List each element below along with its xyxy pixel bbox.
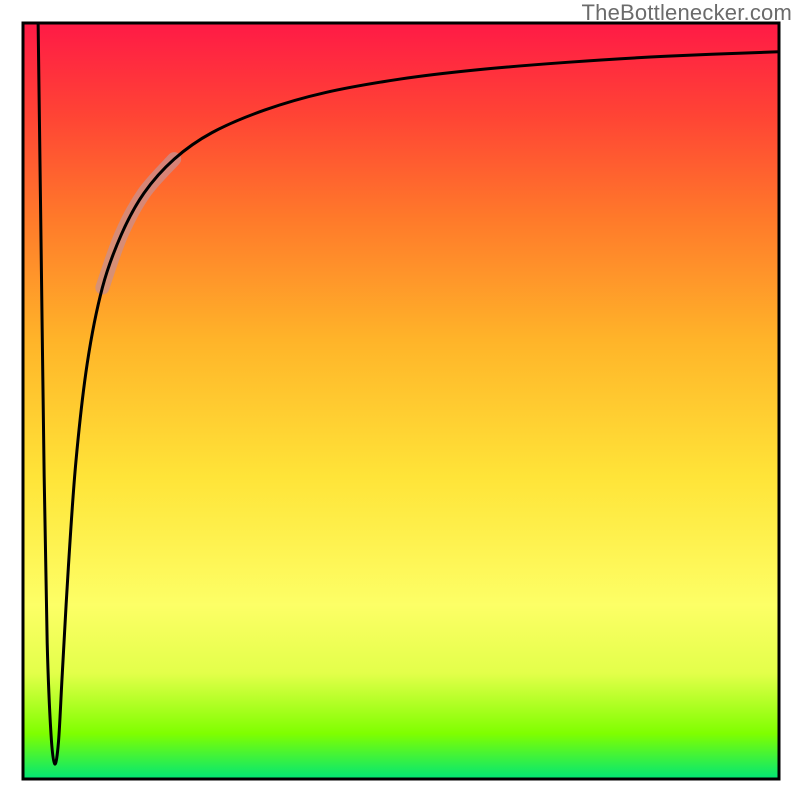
bottleneck-chart: TheBottlenecker.com xyxy=(0,0,800,800)
plot-background xyxy=(23,23,779,779)
chart-canvas xyxy=(0,0,800,800)
watermark-text: TheBottlenecker.com xyxy=(582,0,792,26)
